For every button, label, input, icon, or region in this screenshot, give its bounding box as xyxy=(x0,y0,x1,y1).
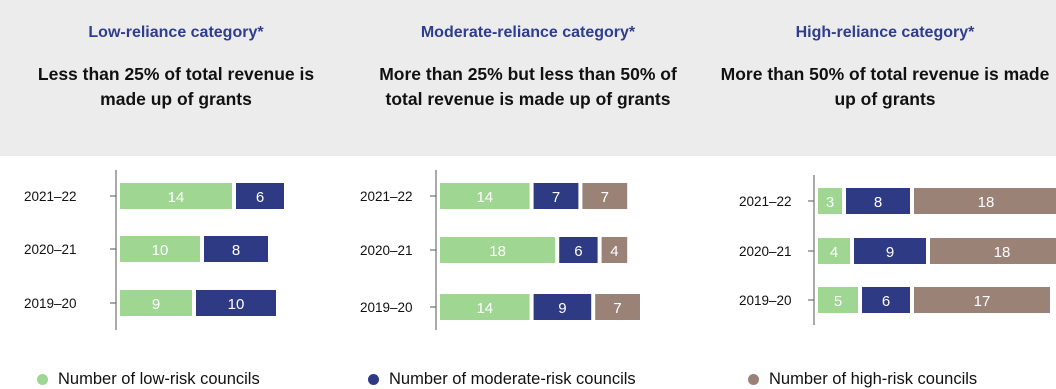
high-data-label-low: 4 xyxy=(830,244,838,261)
high-data-label-moderate: 6 xyxy=(882,293,890,310)
low-bar-low xyxy=(120,290,192,316)
low-bar-low xyxy=(120,236,200,262)
panel-moderate-description: More than 25% but less than 50% of total… xyxy=(379,64,677,109)
moderate-tick-label: 2020–21 xyxy=(360,243,413,258)
panel-moderate-title: Moderate-reliance category* xyxy=(420,24,636,41)
moderate-tick-label: 2021–22 xyxy=(360,189,413,204)
low-tick-label: 2019–20 xyxy=(24,296,77,311)
moderate-bar-high xyxy=(601,237,628,263)
moderate-bar-high xyxy=(595,294,640,320)
moderate-data-label-high: 7 xyxy=(613,300,621,317)
panel-high-description: More than 50% of total revenue is made u… xyxy=(720,64,1050,109)
high-tick-label: 2021–22 xyxy=(739,194,792,209)
high-tick-label: 2019–20 xyxy=(739,293,792,308)
high-bar-moderate xyxy=(854,238,926,264)
moderate-data-label-moderate: 9 xyxy=(558,300,566,317)
high-bar-moderate xyxy=(862,287,910,313)
bar-charts: 2021–22 14 6 2020–21 10 8 2019–20 9 10 2021–22 14 7… xyxy=(24,170,1056,330)
moderate-data-label-low: 14 xyxy=(476,189,493,206)
legend-swatch-moderate xyxy=(368,374,379,385)
high-data-label-moderate: 8 xyxy=(874,194,882,211)
moderate-bar-moderate xyxy=(559,237,598,263)
moderate-data-label-moderate: 7 xyxy=(552,189,560,206)
low-bar-moderate xyxy=(204,236,268,262)
panel-low-title: Low-reliance category* xyxy=(88,24,264,41)
high-tick-label: 2020–21 xyxy=(739,244,792,259)
moderate-tick-label: 2019–20 xyxy=(360,300,413,315)
moderate-data-label-high: 4 xyxy=(610,243,618,260)
high-data-label-high: 18 xyxy=(994,244,1011,261)
high-bar-high xyxy=(914,287,1050,313)
panel-low-description: Less than 25% of total revenue is made u… xyxy=(37,64,315,109)
high-bar-moderate xyxy=(846,188,910,214)
legend-swatch-low xyxy=(37,374,48,385)
low-bar-low xyxy=(120,183,232,209)
panel-low-header: Low-reliance category* Less than 25% of … xyxy=(0,0,352,156)
high-bar-high xyxy=(930,238,1056,264)
low-data-label-low: 10 xyxy=(152,242,169,259)
panel-moderate-header: Moderate-reliance category* More than 25… xyxy=(352,0,704,156)
high-bar-low xyxy=(818,287,858,313)
low-data-label-moderate: 6 xyxy=(256,189,264,206)
moderate-data-label-low: 18 xyxy=(489,243,506,260)
high-data-label-low: 3 xyxy=(826,194,834,211)
moderate-data-label-moderate: 6 xyxy=(574,243,582,260)
moderate-bar-moderate xyxy=(533,183,579,209)
header-band xyxy=(0,0,1056,156)
high-data-label-high: 17 xyxy=(974,293,991,310)
high-data-label-low: 5 xyxy=(834,293,842,310)
moderate-bar-low xyxy=(440,183,530,209)
legend-label-high: Number of high-risk councils xyxy=(769,370,978,388)
high-data-label-moderate: 9 xyxy=(886,244,894,261)
panel-high-header: High-reliance category* More than 50% of… xyxy=(714,0,1056,156)
low-data-label-low: 9 xyxy=(152,296,160,313)
moderate-bar-low xyxy=(440,294,530,320)
moderate-data-label-high: 7 xyxy=(601,189,609,206)
high-bar-low xyxy=(818,238,850,264)
low-bar-moderate xyxy=(236,183,284,209)
legend-label-moderate: Number of moderate-risk councils xyxy=(389,370,636,388)
high-data-label-high: 18 xyxy=(978,194,995,211)
moderate-data-label-low: 14 xyxy=(476,300,493,317)
legend-label-low: Number of low-risk councils xyxy=(58,370,260,388)
legend-swatch-high xyxy=(748,374,759,385)
low-data-label-moderate: 8 xyxy=(232,242,240,259)
low-tick-label: 2021–22 xyxy=(24,189,77,204)
low-data-label-moderate: 10 xyxy=(228,296,245,313)
high-bar-low xyxy=(818,188,842,214)
high-bar-high xyxy=(914,188,1056,214)
panel-high-title: High-reliance category* xyxy=(795,24,975,41)
low-bar-moderate xyxy=(196,290,276,316)
moderate-bar-moderate xyxy=(533,294,592,320)
low-tick-label: 2020–21 xyxy=(24,242,77,257)
moderate-bar-low xyxy=(440,237,556,263)
low-data-label-low: 14 xyxy=(168,189,185,206)
moderate-bar-high xyxy=(582,183,628,209)
